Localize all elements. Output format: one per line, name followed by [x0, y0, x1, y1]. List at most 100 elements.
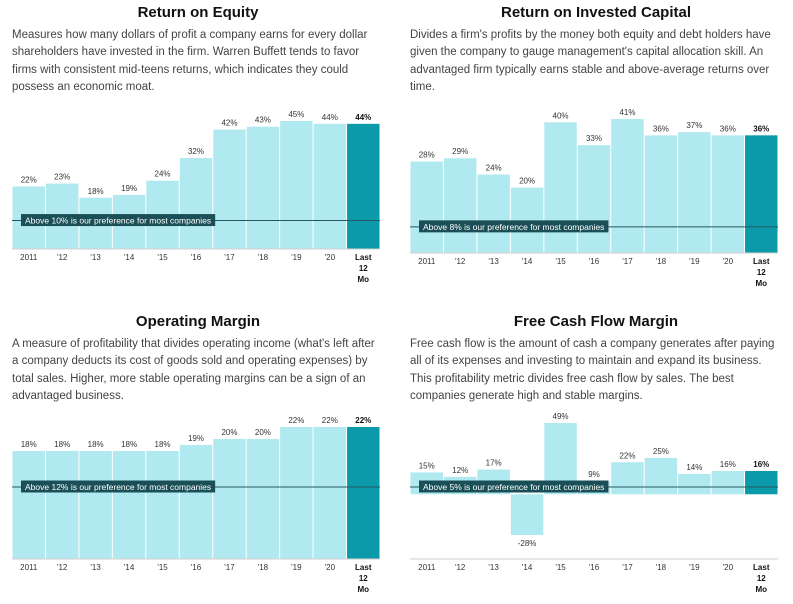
- value-label: 23%: [54, 173, 70, 182]
- bar--17: [213, 129, 246, 249]
- chart-title: Return on Invested Capital: [500, 4, 692, 21]
- x-tick-label: 2011: [418, 563, 436, 572]
- threshold-label: Above 5% is our preference for most comp…: [419, 480, 609, 493]
- roic-bar-chart: 28% 29% 24% 20% 40% 33% 41% 36% 37% 36% 36% Above 8…: [410, 108, 778, 288]
- threshold-label-text: Above 8% is our preference for most comp…: [423, 222, 604, 232]
- value-label: 42%: [221, 119, 237, 128]
- value-label: 40%: [553, 111, 569, 120]
- x-tick-label: '16: [589, 563, 600, 572]
- bar--19: [678, 132, 711, 253]
- x-tick-label: '19: [689, 563, 700, 572]
- value-label: 36%: [653, 124, 669, 133]
- x-tick-label: 2011: [20, 253, 38, 262]
- threshold-label-text: Above 5% is our preference for most comp…: [423, 482, 604, 492]
- bar--20: [313, 123, 347, 249]
- value-label: 37%: [686, 121, 702, 130]
- value-label: 22%: [355, 416, 371, 425]
- value-label: 24%: [155, 170, 171, 179]
- x-tick-label: '12: [455, 563, 466, 572]
- value-label: 16%: [753, 460, 769, 469]
- x-tick-label: '20: [325, 253, 336, 262]
- value-label: 18%: [54, 440, 70, 449]
- value-label: 41%: [619, 108, 635, 117]
- bar--20: [711, 471, 745, 495]
- value-label: 22%: [619, 451, 635, 460]
- fcf-margin-bar-chart: 15% 12% 17% -28% 49% 9% 22% 25% 14% 16% 16% Above 5…: [410, 412, 778, 594]
- bar--18: [246, 126, 280, 249]
- x-tick-label: '13: [90, 253, 101, 262]
- bar-2011: [12, 451, 45, 559]
- bar--14: [510, 187, 544, 253]
- value-label: 18%: [21, 440, 37, 449]
- bar--14: [510, 494, 544, 535]
- x-tick-label: '20: [325, 563, 336, 572]
- value-label: 44%: [322, 113, 338, 122]
- x-tick-label: '13: [90, 563, 101, 572]
- bar--20: [313, 427, 347, 559]
- x-tick-label: '19: [291, 563, 302, 572]
- value-label: 22%: [288, 416, 304, 425]
- value-label: 49%: [553, 412, 569, 421]
- chart-description: Free cash flow is the amount of cash a c…: [410, 338, 775, 402]
- x-tick-label: '19: [689, 257, 700, 266]
- value-label: -28%: [518, 539, 537, 548]
- x-tick-label: '14: [522, 563, 533, 572]
- x-tick-label: '19: [291, 253, 302, 262]
- bar--12: [443, 158, 477, 253]
- bar--19: [280, 121, 313, 249]
- x-tick-label: Last 12 Mo: [753, 257, 770, 288]
- x-tick-label: Last 12 Mo: [355, 253, 372, 284]
- x-tick-label: '16: [191, 253, 202, 262]
- chart-title: Return on Equity: [137, 4, 259, 21]
- threshold-label: Above 8% is our preference for most comp…: [419, 220, 609, 233]
- chart-description: Measures how many dollars of profit a co…: [12, 29, 368, 93]
- value-label: 20%: [519, 177, 535, 186]
- bar--18: [644, 457, 678, 495]
- roe-bar-chart: 22% 23% 18% 19% 24% 32% 42% 43% 45% 44% 44% Above 1…: [12, 110, 380, 284]
- value-label: 17%: [486, 459, 502, 468]
- threshold-label-text: Above 10% is our preference for most com…: [25, 216, 211, 226]
- chart-description: Divides a firm's profits by the money bo…: [410, 29, 771, 93]
- x-tick-label: '17: [622, 257, 633, 266]
- value-label: 28%: [419, 150, 435, 159]
- value-label: 20%: [255, 428, 271, 437]
- chart-title: Operating Margin: [135, 313, 261, 330]
- bar--17: [611, 462, 644, 495]
- value-label: 20%: [221, 428, 237, 437]
- x-tick-label: '18: [258, 253, 269, 262]
- value-label: 18%: [88, 187, 104, 196]
- threshold-label: Above 12% is our preference for most com…: [21, 480, 216, 493]
- x-tick-label: '18: [656, 257, 667, 266]
- operating-margin-bar-chart: 18% 18% 18% 18% 18% 19% 20% 20% 22% 22% 22% Above 1…: [12, 416, 380, 594]
- bar--13: [477, 174, 510, 253]
- bar-2011: [410, 161, 443, 253]
- x-tick-label: Last 12 Mo: [753, 563, 770, 594]
- x-tick-label: '17: [224, 253, 235, 262]
- threshold-label-text: Above 12% is our preference for most com…: [25, 482, 211, 492]
- value-label: 19%: [121, 184, 137, 193]
- bar--15: [544, 122, 577, 253]
- x-tick-label: '18: [258, 563, 269, 572]
- bar--12: [45, 451, 79, 559]
- bar--15: [146, 451, 179, 559]
- value-label: 14%: [686, 463, 702, 472]
- value-label: 33%: [586, 134, 602, 143]
- value-label: 16%: [720, 460, 736, 469]
- x-tick-label: 2011: [20, 563, 38, 572]
- bar--19: [678, 473, 711, 495]
- x-tick-label: '16: [191, 563, 202, 572]
- x-tick-label: '12: [57, 563, 68, 572]
- value-label: 22%: [322, 416, 338, 425]
- bar--19: [280, 427, 313, 559]
- value-label: 29%: [452, 147, 468, 156]
- value-label: 19%: [188, 434, 204, 443]
- value-label: 24%: [486, 164, 502, 173]
- x-tick-label: '14: [522, 257, 533, 266]
- value-label: 36%: [720, 124, 736, 133]
- bar--14: [112, 451, 146, 559]
- value-label: 44%: [355, 113, 371, 122]
- value-label: 32%: [188, 147, 204, 156]
- bar--13: [79, 451, 112, 559]
- chart-description: A measure of profitability that divides …: [12, 338, 375, 402]
- value-label: 12%: [452, 466, 468, 475]
